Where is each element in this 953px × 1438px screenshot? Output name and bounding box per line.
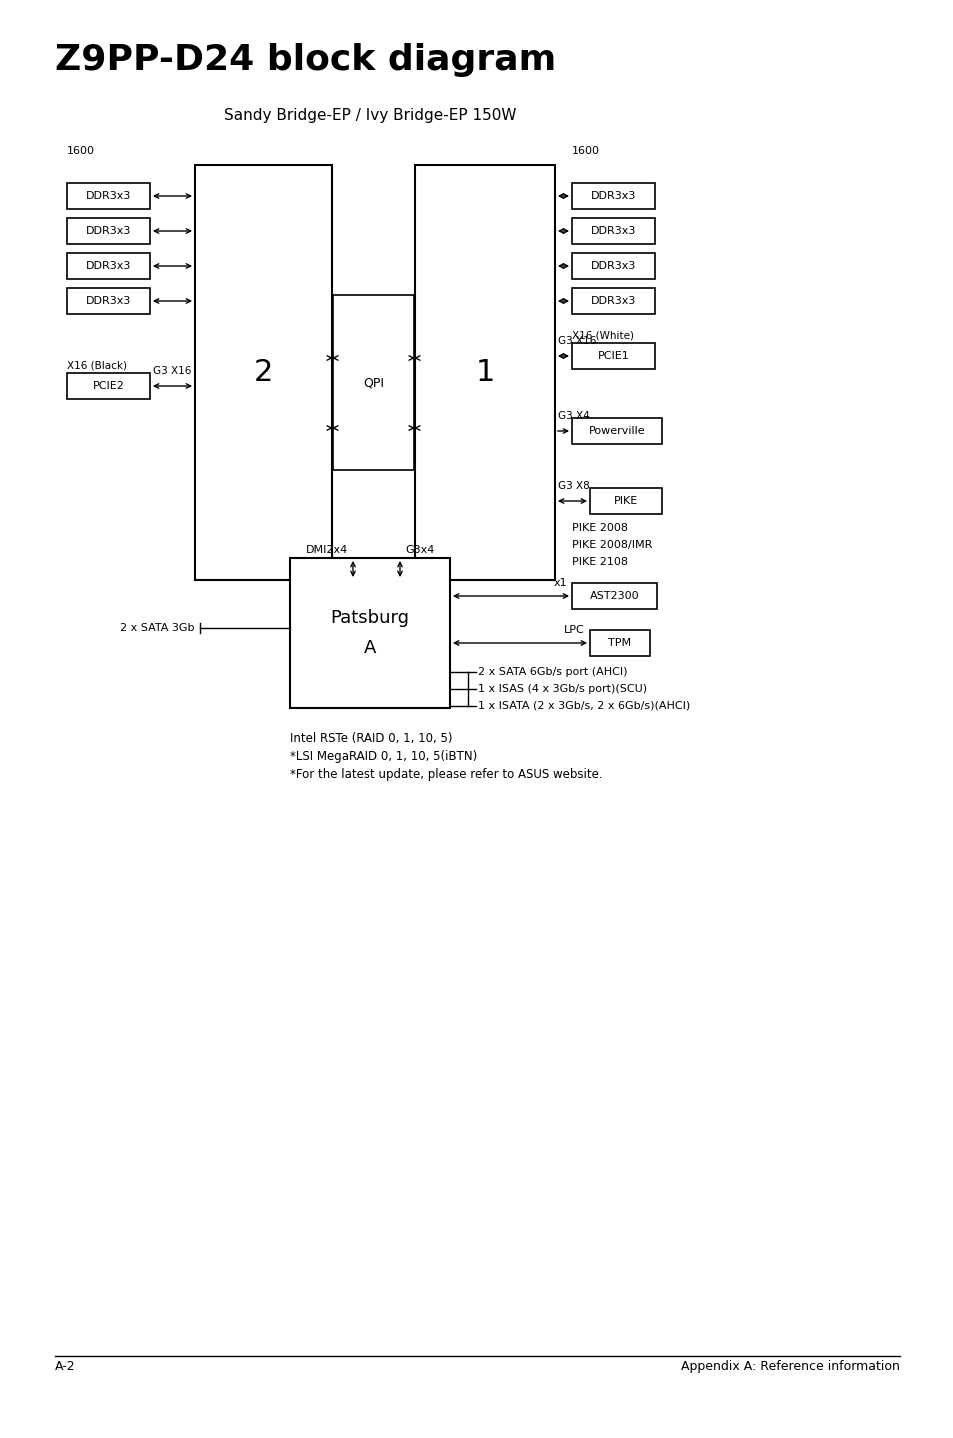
Text: DDR3x3: DDR3x3 — [86, 226, 132, 236]
Text: 1600: 1600 — [67, 147, 95, 155]
Text: PIKE 2108: PIKE 2108 — [572, 557, 627, 567]
Bar — [572, 418, 661, 444]
Bar — [67, 253, 150, 279]
Text: LPC: LPC — [563, 626, 584, 636]
Bar — [290, 558, 450, 707]
Text: DDR3x3: DDR3x3 — [590, 296, 636, 306]
Text: Z9PP-D24 block diagram: Z9PP-D24 block diagram — [55, 43, 556, 78]
Text: G3 X16: G3 X16 — [152, 367, 192, 375]
Text: QPI: QPI — [363, 375, 384, 390]
Text: Patsburg: Patsburg — [330, 610, 409, 627]
Text: AST2300: AST2300 — [589, 591, 639, 601]
Text: 2 x SATA 6Gb/s port (AHCI): 2 x SATA 6Gb/s port (AHCI) — [477, 667, 627, 677]
Bar — [572, 344, 655, 370]
Text: PCIE1: PCIE1 — [597, 351, 629, 361]
Text: Intel RSTe (RAID 0, 1, 10, 5): Intel RSTe (RAID 0, 1, 10, 5) — [290, 732, 452, 745]
Text: 1: 1 — [475, 358, 495, 387]
Text: DDR3x3: DDR3x3 — [590, 226, 636, 236]
Bar — [589, 630, 649, 656]
Bar — [572, 253, 655, 279]
Text: 1600: 1600 — [572, 147, 599, 155]
Text: G3 X16: G3 X16 — [558, 336, 596, 347]
Text: Sandy Bridge-EP / Ivy Bridge-EP 150W: Sandy Bridge-EP / Ivy Bridge-EP 150W — [224, 108, 516, 124]
Text: 1 x ISATA (2 x 3Gb/s, 2 x 6Gb/s)(AHCI): 1 x ISATA (2 x 3Gb/s, 2 x 6Gb/s)(AHCI) — [477, 700, 690, 710]
Text: G3 X8: G3 X8 — [558, 480, 589, 490]
Text: DDR3x3: DDR3x3 — [86, 262, 132, 270]
Text: G3x4: G3x4 — [405, 545, 434, 555]
Bar — [67, 288, 150, 313]
Text: PIKE 2008/IMR: PIKE 2008/IMR — [572, 541, 652, 549]
Bar — [572, 582, 657, 610]
Bar — [572, 219, 655, 244]
Text: TPM: TPM — [608, 638, 631, 649]
Text: DDR3x3: DDR3x3 — [86, 191, 132, 201]
Text: X16 (Black): X16 (Black) — [67, 360, 127, 370]
Text: DDR3x3: DDR3x3 — [590, 191, 636, 201]
Text: Appendix A: Reference information: Appendix A: Reference information — [680, 1360, 899, 1373]
Text: 2: 2 — [253, 358, 273, 387]
Bar — [572, 183, 655, 209]
Bar — [415, 165, 555, 580]
Text: x1: x1 — [553, 578, 566, 588]
Text: *For the latest update, please refer to ASUS website.: *For the latest update, please refer to … — [290, 768, 602, 781]
Bar — [589, 487, 661, 513]
Text: A-2: A-2 — [55, 1360, 75, 1373]
Bar — [194, 165, 332, 580]
Text: 2 x SATA 3Gb: 2 x SATA 3Gb — [120, 623, 194, 633]
Text: DDR3x3: DDR3x3 — [590, 262, 636, 270]
Text: PIKE: PIKE — [613, 496, 638, 506]
Text: G3 X4: G3 X4 — [558, 411, 589, 421]
Text: X16 (White): X16 (White) — [572, 329, 634, 339]
Bar — [67, 183, 150, 209]
Text: PCIE2: PCIE2 — [92, 381, 124, 391]
Text: DMI2x4: DMI2x4 — [305, 545, 348, 555]
Text: *LSI MegaRAID 0, 1, 10, 5(iBTN): *LSI MegaRAID 0, 1, 10, 5(iBTN) — [290, 751, 476, 764]
Text: A: A — [363, 638, 375, 657]
Bar — [572, 288, 655, 313]
Text: DDR3x3: DDR3x3 — [86, 296, 132, 306]
Text: PIKE 2008: PIKE 2008 — [572, 523, 627, 533]
Text: 1 x ISAS (4 x 3Gb/s port)(SCU): 1 x ISAS (4 x 3Gb/s port)(SCU) — [477, 684, 646, 695]
Bar — [67, 372, 150, 398]
Bar — [67, 219, 150, 244]
Text: Powerville: Powerville — [588, 426, 644, 436]
Bar — [333, 295, 414, 470]
